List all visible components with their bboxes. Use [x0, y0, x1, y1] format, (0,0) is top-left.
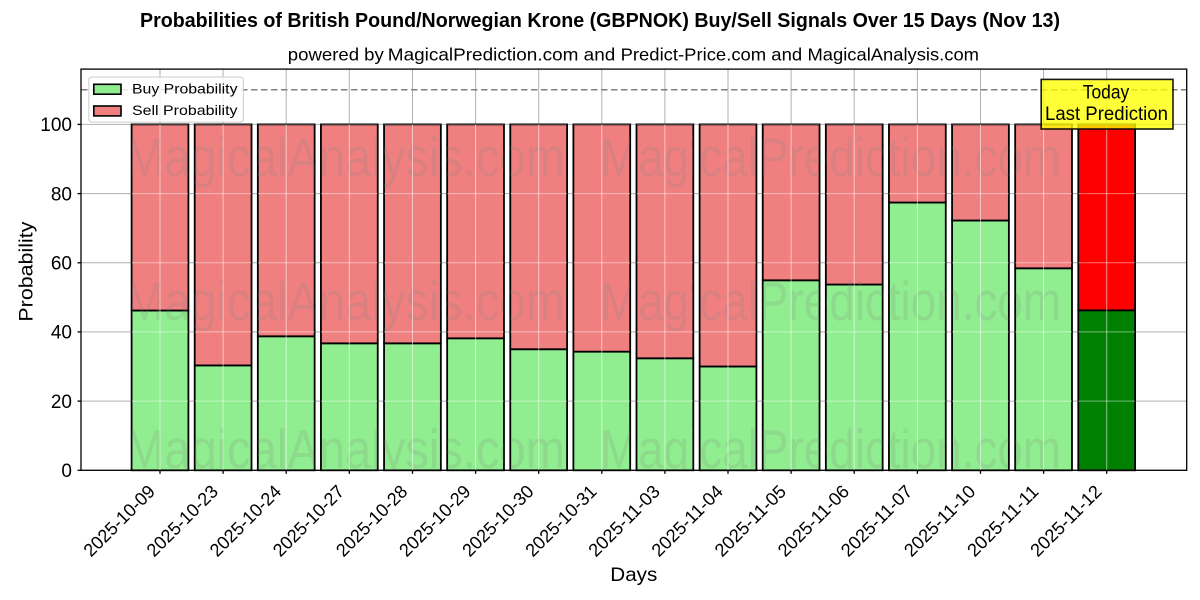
- svg-text:MagicalPrediction.com: MagicalPrediction.com: [600, 418, 1061, 480]
- svg-text:Probabilities of British Pound: Probabilities of British Pound/Norwegian…: [140, 10, 1060, 32]
- svg-text:MagicalAnalysis.com: MagicalAnalysis.com: [808, 45, 980, 65]
- svg-text:Last Prediction: Last Prediction: [1045, 104, 1168, 125]
- svg-text:powered by: powered by: [288, 45, 384, 65]
- svg-text:Buy Probability: Buy Probability: [132, 80, 238, 96]
- svg-text:MagicalAnalysis.com: MagicalAnalysis.com: [125, 418, 565, 480]
- svg-text:60: 60: [51, 254, 72, 275]
- svg-text:Today: Today: [1083, 82, 1130, 103]
- svg-text:Predict-Price.com and: Predict-Price.com and: [621, 45, 803, 65]
- svg-text:0: 0: [61, 461, 72, 482]
- svg-text:100: 100: [40, 115, 72, 136]
- svg-text:MagicalAnalysis.com: MagicalAnalysis.com: [125, 270, 565, 332]
- svg-text:MagicalPrediction.com: MagicalPrediction.com: [600, 126, 1061, 188]
- svg-text:20: 20: [51, 392, 72, 413]
- svg-text:MagicalPrediction.com: MagicalPrediction.com: [600, 270, 1061, 332]
- svg-text:MagicalAnalysis.com: MagicalAnalysis.com: [125, 126, 565, 188]
- svg-text:40: 40: [51, 323, 72, 344]
- svg-text:MagicalPrediction.com and: MagicalPrediction.com and: [388, 45, 616, 65]
- svg-text:Days: Days: [610, 564, 657, 586]
- svg-text:Probability: Probability: [16, 221, 38, 321]
- svg-text:80: 80: [51, 184, 72, 205]
- svg-text:Sell Probability: Sell Probability: [132, 102, 238, 118]
